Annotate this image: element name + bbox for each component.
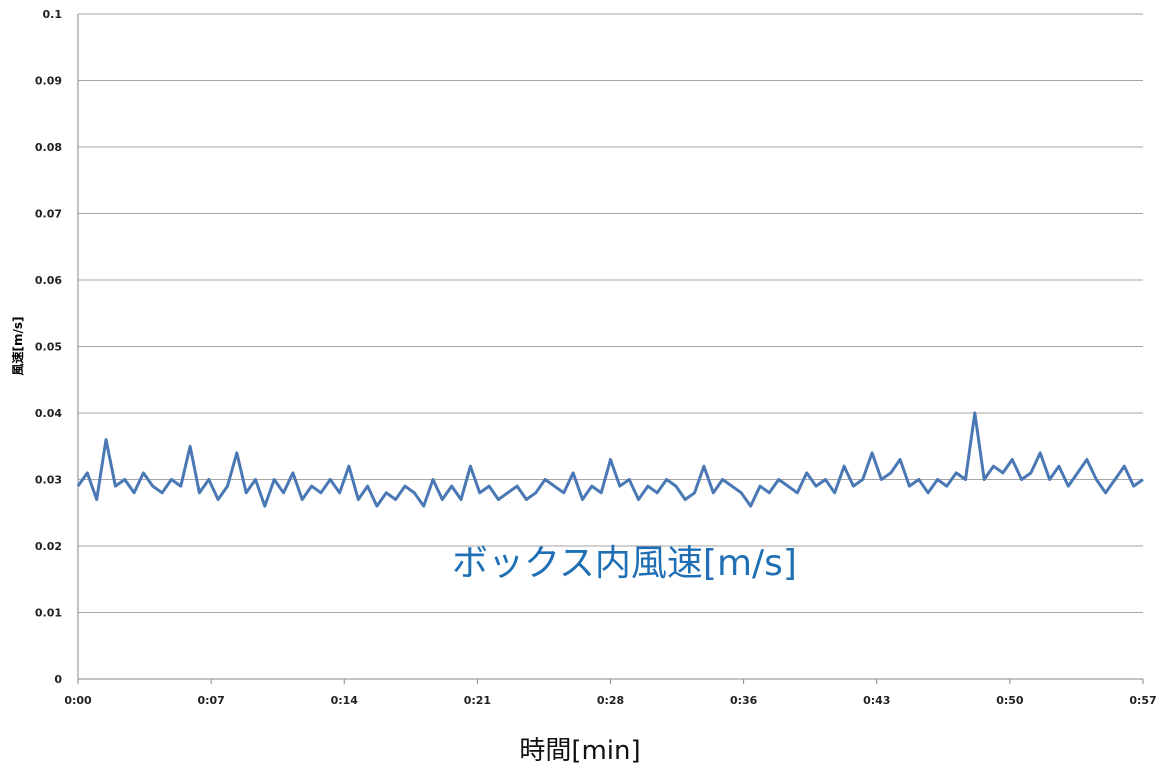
x-tick-label: 0:50: [996, 694, 1024, 707]
series-line: [76, 411, 1144, 508]
y-tick-label: 0.09: [35, 75, 62, 88]
x-tick-label: 0:36: [730, 694, 758, 707]
x-tick-label: 0:57: [1129, 694, 1156, 707]
x-tick-label: 0:43: [863, 694, 890, 707]
y-tick-label: 0.07: [35, 208, 62, 221]
x-tick-label: 0:28: [597, 694, 624, 707]
x-tick-label: 0:07: [197, 694, 224, 707]
y-tick-label: 0: [54, 673, 62, 686]
y-tick-label: 0.05: [35, 341, 62, 354]
series-annotation: ボックス内風速[m/s]: [452, 543, 797, 584]
x-axis-label: 時間[min]: [519, 736, 640, 766]
y-axis-label: 風速[m/s]: [10, 317, 25, 376]
y-tick-label: 0.01: [35, 607, 62, 620]
y-tick-label: 0.06: [35, 274, 62, 287]
x-tick-labels: 0:00 0:07 0:14 0:21 0:28 0:36 0:43 0:50 0:57: [64, 679, 1157, 707]
y-tick-label: 0.1: [43, 8, 63, 21]
x-tick-label: 0:14: [331, 694, 359, 707]
series-group: [76, 411, 1144, 508]
y-tick-label: 0.03: [35, 474, 62, 487]
y-tick-label: 0.08: [35, 141, 62, 154]
y-tick-label: 0.02: [35, 540, 62, 553]
x-tick-label: 0:00: [64, 694, 92, 707]
y-tick-label: 0.04: [35, 407, 62, 420]
gridlines: [78, 13, 1143, 613]
x-tick-label: 0:21: [464, 694, 491, 707]
y-tick-labels: 0 0.01 0.02 0.03 0.04 0.05 0.06 0.07 0.08 0.09 0.1: [35, 8, 62, 686]
